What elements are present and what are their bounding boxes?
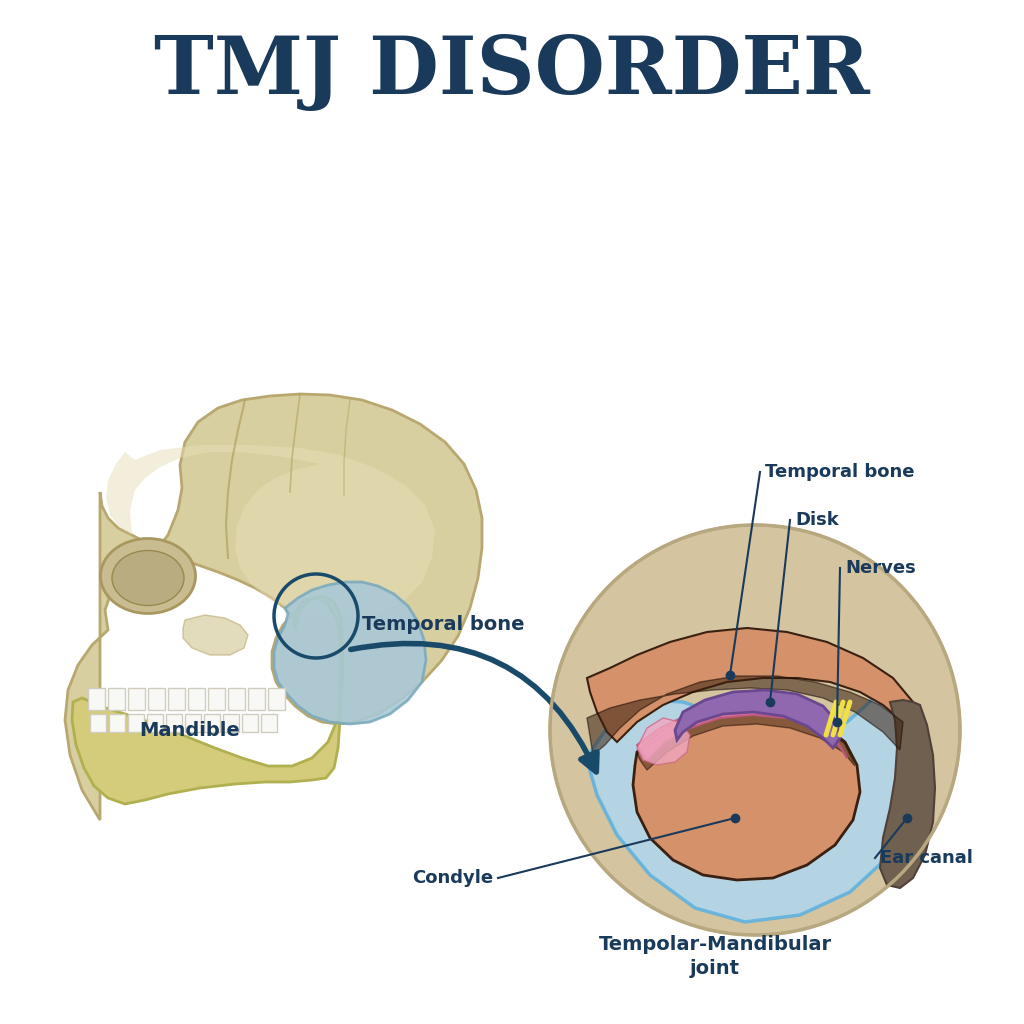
Polygon shape — [106, 445, 435, 618]
Polygon shape — [587, 628, 920, 755]
Polygon shape — [248, 688, 265, 710]
Polygon shape — [228, 688, 245, 710]
Polygon shape — [268, 688, 285, 710]
Polygon shape — [108, 688, 125, 710]
Polygon shape — [128, 688, 145, 710]
Polygon shape — [166, 714, 182, 732]
Polygon shape — [675, 690, 840, 748]
Polygon shape — [168, 688, 185, 710]
Polygon shape — [204, 714, 220, 732]
Polygon shape — [188, 688, 205, 710]
Text: Condyle: Condyle — [412, 869, 493, 887]
Polygon shape — [637, 718, 690, 765]
Polygon shape — [90, 714, 106, 732]
Polygon shape — [637, 710, 855, 770]
Text: Temporal bone: Temporal bone — [362, 615, 524, 635]
Polygon shape — [109, 714, 125, 732]
Polygon shape — [223, 714, 239, 732]
Polygon shape — [880, 700, 935, 888]
Polygon shape — [242, 714, 258, 732]
Text: Tempolar-Mandibular
joint: Tempolar-Mandibular joint — [598, 936, 831, 978]
FancyArrowPatch shape — [351, 643, 597, 772]
Text: Disk: Disk — [795, 511, 839, 529]
Polygon shape — [633, 708, 860, 880]
Polygon shape — [148, 688, 165, 710]
Polygon shape — [637, 706, 847, 760]
Circle shape — [550, 525, 961, 935]
Text: Nerves: Nerves — [845, 559, 915, 577]
Polygon shape — [183, 615, 248, 655]
Polygon shape — [274, 582, 426, 724]
Text: Temporal bone: Temporal bone — [765, 463, 914, 481]
Ellipse shape — [112, 551, 184, 605]
Polygon shape — [65, 394, 482, 820]
Polygon shape — [72, 596, 343, 804]
Polygon shape — [185, 714, 201, 732]
Polygon shape — [587, 692, 918, 922]
Polygon shape — [147, 714, 163, 732]
Polygon shape — [208, 688, 225, 710]
Polygon shape — [261, 714, 278, 732]
Polygon shape — [88, 688, 105, 710]
Text: Mandible: Mandible — [139, 721, 241, 739]
Polygon shape — [128, 714, 144, 732]
Text: Ear canal: Ear canal — [880, 849, 973, 867]
Polygon shape — [587, 676, 903, 755]
Text: TMJ DISORDER: TMJ DISORDER — [155, 33, 869, 111]
Ellipse shape — [100, 539, 196, 613]
